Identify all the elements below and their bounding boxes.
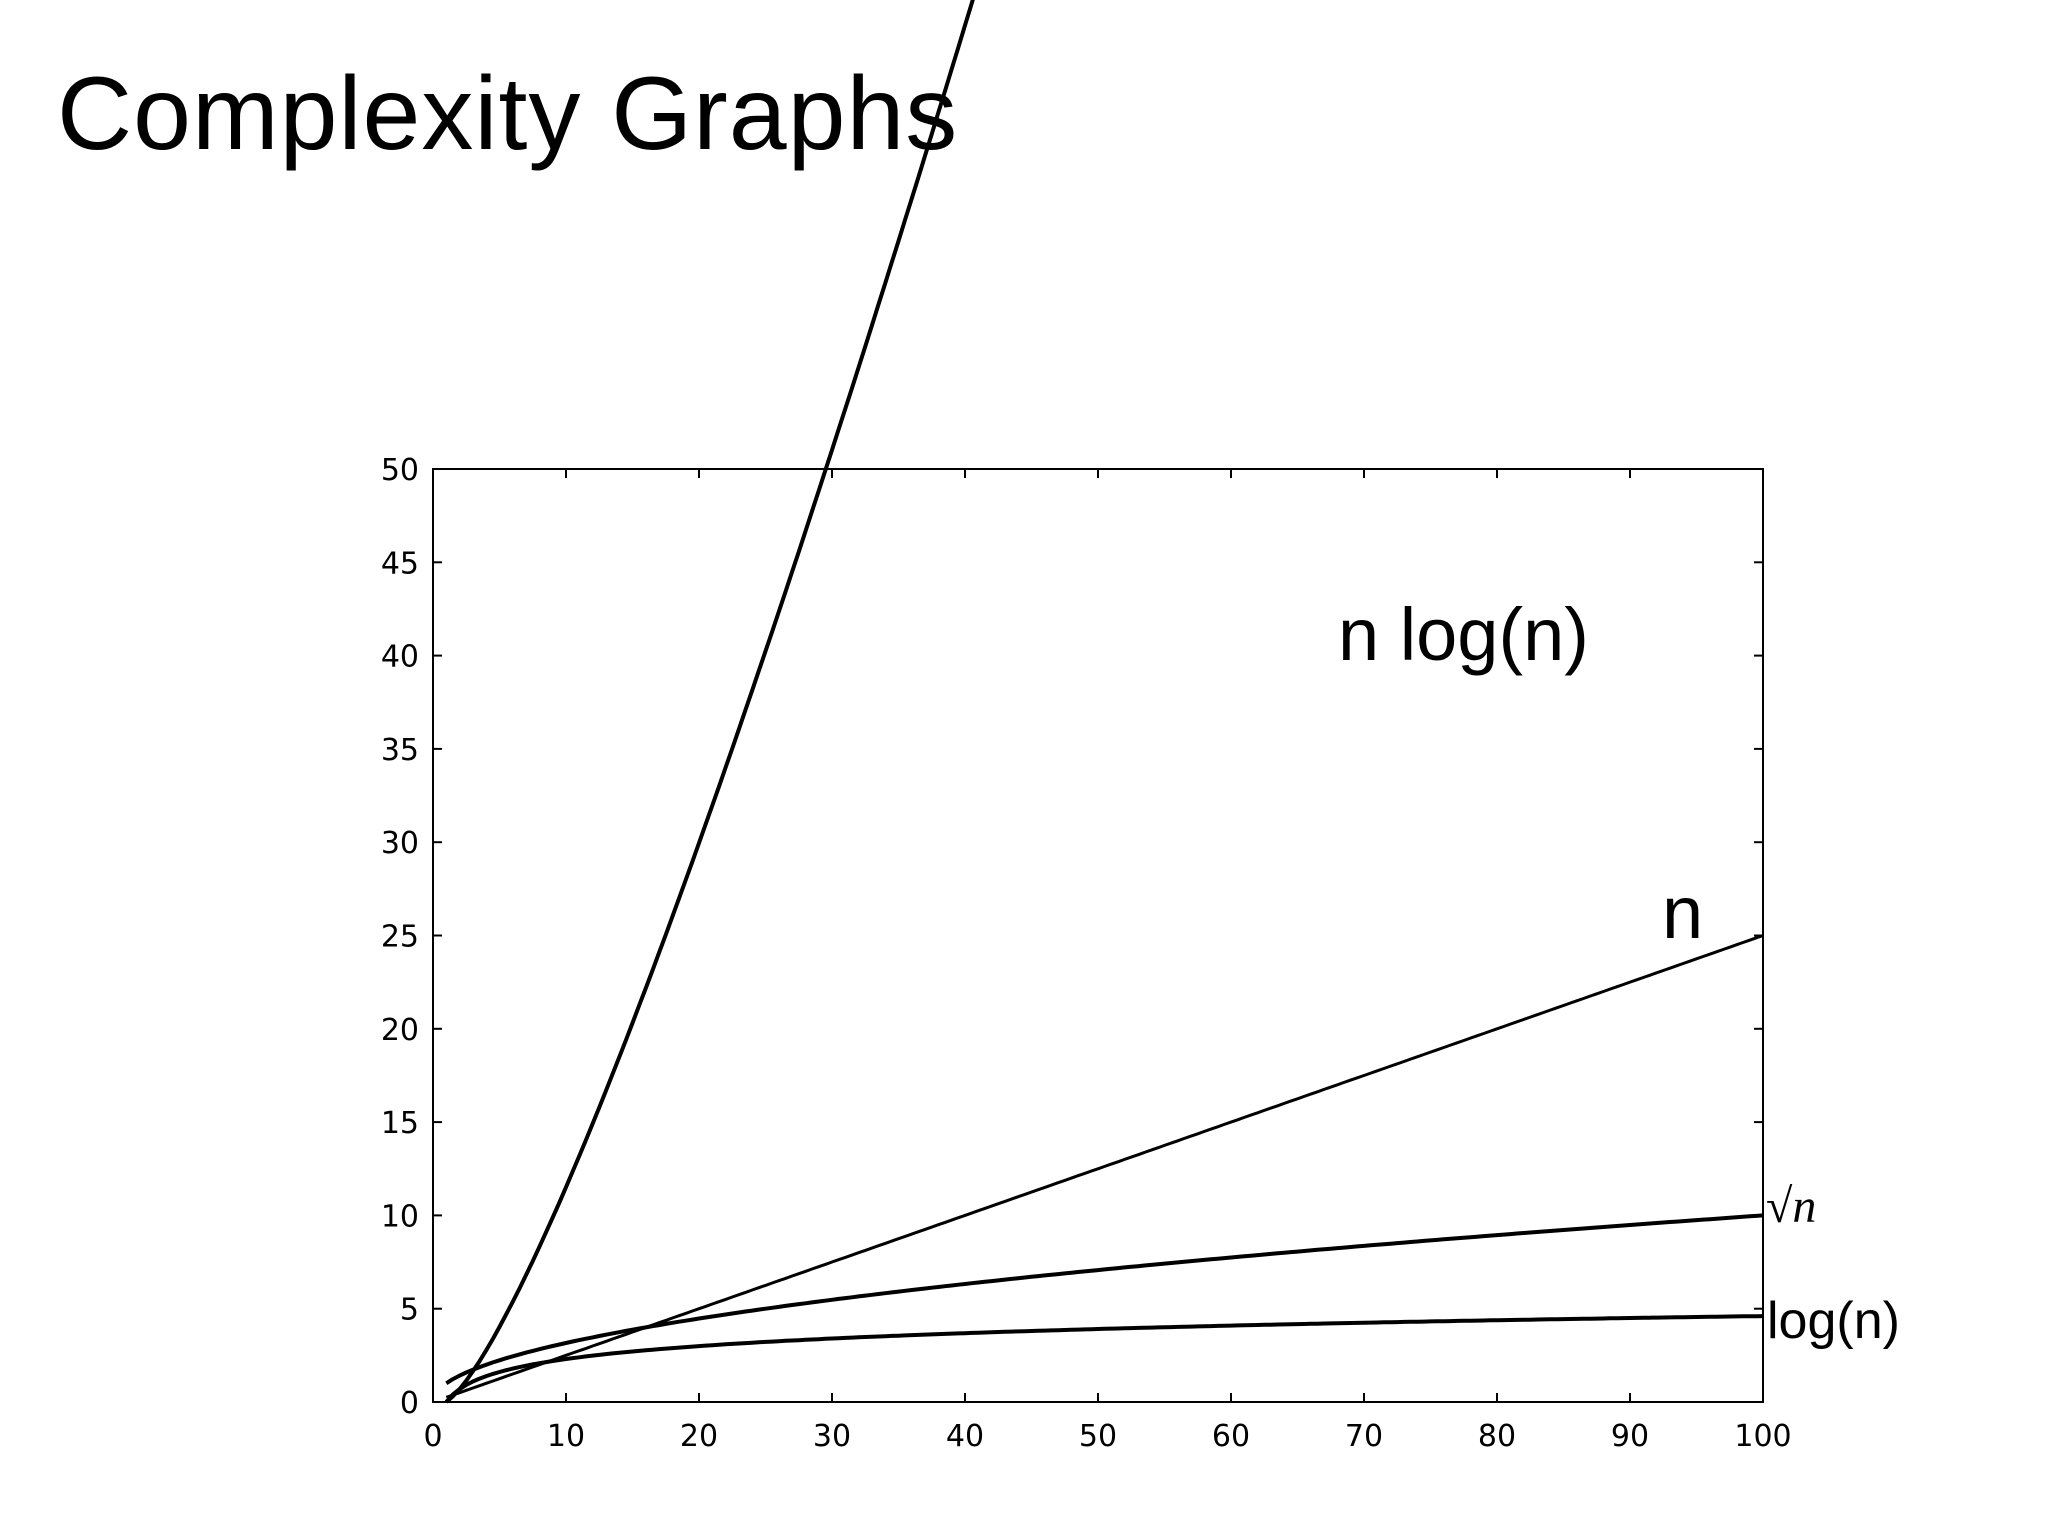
x-tick-label: 90	[1611, 1419, 1649, 1454]
x-tick-label: 20	[680, 1419, 718, 1454]
x-tick-label: 30	[813, 1419, 851, 1454]
slide-title: Complexity Graphs	[57, 56, 959, 172]
y-tick-label: 50	[381, 453, 419, 488]
label-sqrt-n: √n	[1766, 1180, 1816, 1233]
label-logn: log(n)	[1767, 1292, 1900, 1350]
series-line-sqrt-n	[445, 1213, 1764, 1385]
x-tick-label: 100	[1734, 1419, 1791, 1454]
x-tick-label: 70	[1345, 1419, 1383, 1454]
x-tick-label: 0	[423, 1419, 442, 1454]
y-tick-label: 0	[400, 1386, 419, 1421]
y-tick-label: 10	[381, 1199, 419, 1234]
x-tick-label: 40	[946, 1419, 984, 1454]
x-tick-label: 50	[1079, 1419, 1117, 1454]
x-tick-label: 10	[547, 1419, 585, 1454]
y-tick-label: 30	[381, 826, 419, 861]
series-line-n	[445, 934, 1764, 1399]
y-tick-label: 20	[381, 1013, 419, 1048]
x-tick-label: 60	[1212, 1419, 1250, 1454]
y-tick-label: 5	[400, 1293, 419, 1328]
y-tick-label: 35	[381, 733, 419, 768]
x-tick-label: 80	[1478, 1419, 1516, 1454]
series-line-nlogn	[444, 0, 975, 1404]
y-tick-label: 40	[381, 640, 419, 675]
y-tick-label: 45	[381, 546, 419, 581]
series-line-logn	[444, 1314, 1764, 1404]
label-nlogn: n log(n)	[1338, 593, 1589, 676]
label-n: n	[1662, 871, 1703, 954]
y-tick-label: 25	[381, 920, 419, 955]
y-tick-label: 15	[381, 1106, 419, 1141]
